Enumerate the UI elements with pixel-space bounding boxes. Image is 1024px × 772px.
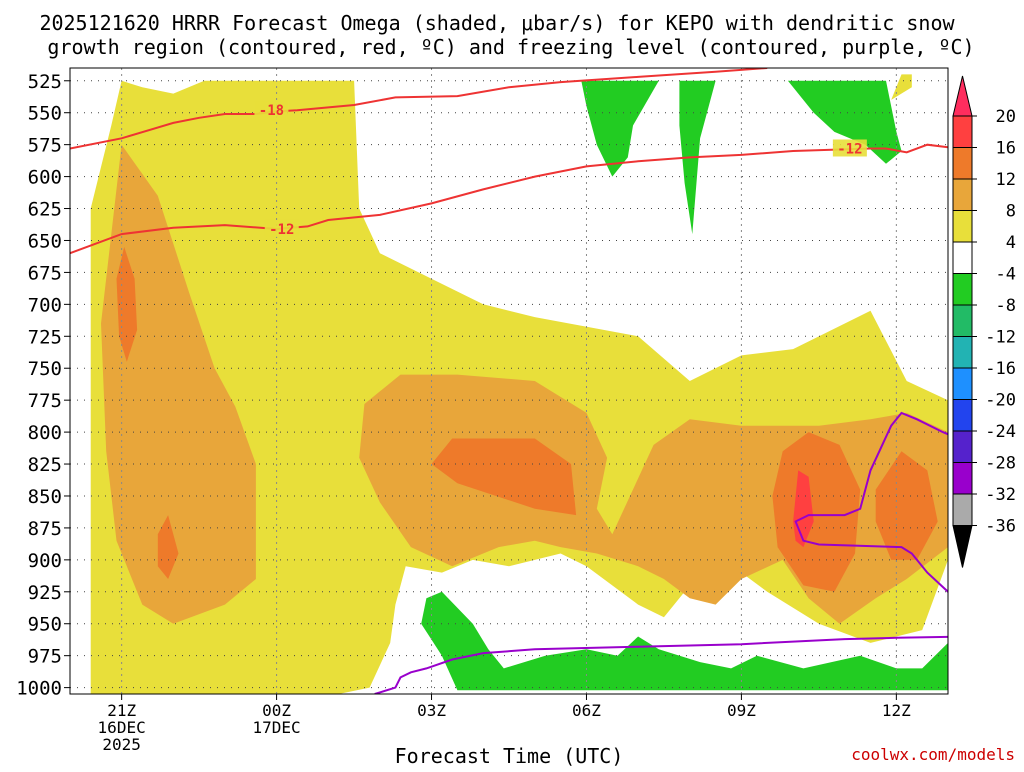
colorbar-label--8: -8: [996, 296, 1016, 316]
contour-label-bg: [254, 101, 289, 119]
y-tick-label-925: 925: [28, 582, 62, 604]
y-tick-label-575: 575: [28, 135, 62, 157]
colorbar-swatch-9: [952, 367, 973, 400]
y-tick-label-625: 625: [28, 199, 62, 221]
dendritic-contour-18: [70, 68, 768, 150]
colorbar-swatch-12: [952, 462, 973, 495]
contour-label-bg: [832, 139, 867, 157]
y-tick-label-800: 800: [28, 422, 62, 444]
colorbar-label--20: -20: [985, 391, 1016, 411]
omega-region--4: [581, 80, 659, 177]
omega-shaded-regions: [90, 74, 948, 694]
colorbar-label--28: -28: [985, 454, 1016, 474]
colorbar-swatch-3: [952, 178, 973, 211]
colorbar-label-8: 8: [1006, 202, 1016, 222]
y-tick-label-875: 875: [28, 518, 62, 540]
x-tick-label-17DEC: 17DEC: [253, 718, 301, 737]
contour-label-12: -12: [269, 222, 294, 238]
colorbar-swatch-10: [952, 399, 973, 432]
colorbar-label--12: -12: [985, 328, 1016, 348]
y-tick-label-775: 775: [28, 390, 62, 412]
x-tick-label-16DEC: 16DEC: [98, 718, 146, 737]
y-tick-label-725: 725: [28, 326, 62, 348]
colorbar-label--24: -24: [985, 422, 1016, 442]
colorbar-swatch-1: [952, 115, 973, 148]
omega-region--4: [421, 591, 948, 691]
omega-colorbar: 20 16 12 8 4 -4 -8 -12 -16 -20 -24 -28 -32 -36: [952, 75, 1016, 568]
plot-frame: [69, 67, 949, 695]
x-tick-label-21Z: 21Z: [107, 701, 136, 720]
freezing-level-contour: [374, 411, 948, 694]
colorbar-swatch-8: [952, 336, 973, 369]
x-tick-label-2025: 2025: [102, 735, 141, 754]
y-tick-label-525: 525: [28, 71, 62, 93]
x-axis-label: Forecast Time (UTC): [395, 744, 624, 768]
colorbar-swatch-6: [952, 273, 973, 306]
chart-title-line-1: 2025121620 HRRR Forecast Omega (shaded, …: [39, 11, 955, 35]
y-tick-label-900: 900: [28, 550, 62, 572]
x-tick-label-09Z: 09Z: [727, 701, 756, 720]
omega-region-12: [772, 432, 861, 592]
x-tick-label-06Z: 06Z: [572, 701, 601, 720]
dendritic-contour-12: [70, 143, 948, 255]
colorbar-top-arrow: [952, 75, 973, 117]
y-tick-label-700: 700: [28, 294, 62, 316]
colorbar-swatch-4: [952, 210, 973, 243]
omega-region-4: [891, 74, 912, 100]
contour-label-12: -12: [837, 141, 862, 157]
colorbar-label-4: 4: [1006, 233, 1016, 253]
contour-lines: -18 -12 -12: [70, 68, 948, 694]
y-tick-label-550: 550: [28, 103, 62, 125]
y-tick-label-600: 600: [28, 167, 62, 189]
omega-region--4: [787, 80, 902, 164]
y-tick-label-750: 750: [28, 358, 62, 380]
contour-label-bg: [264, 219, 299, 237]
colorbar-label-20: 20: [996, 107, 1016, 127]
colorbar-label--36: -36: [985, 517, 1016, 537]
colorbar-label--16: -16: [985, 359, 1016, 379]
credit-text: coolwx.com/models: [851, 745, 1015, 764]
colorbar-bottom-arrow: [952, 525, 973, 568]
colorbar-swatch-11: [952, 430, 973, 463]
y-tick-label-675: 675: [28, 262, 62, 284]
x-tick-label-03Z: 03Z: [417, 701, 446, 720]
colorbar-swatch-5: [952, 241, 973, 274]
y-tick-label-1000: 1000: [16, 678, 62, 700]
colorbar-label--4: -4: [996, 265, 1016, 285]
colorbar-label-12: 12: [996, 170, 1016, 190]
y-tick-label-850: 850: [28, 486, 62, 508]
colorbar-swatch-7: [952, 304, 973, 337]
y-tick-label-950: 950: [28, 614, 62, 636]
omega-region-12: [157, 515, 179, 579]
colorbar-swatch-2: [952, 147, 973, 180]
pressure-axis: 525 550 575 600 625 650 675 700 725 750 775 800 825 8…: [16, 71, 70, 700]
y-tick-label-975: 975: [28, 646, 62, 668]
x-tick-label-00Z: 00Z: [262, 701, 291, 720]
x-tick-label-12Z: 12Z: [882, 701, 911, 720]
colorbar-label-16: 16: [996, 139, 1016, 159]
omega-region-8: [101, 144, 256, 624]
y-tick-label-825: 825: [28, 454, 62, 476]
colorbar-swatch-13: [952, 493, 973, 526]
colorbar-label--32: -32: [985, 485, 1016, 505]
omega-region-12: [875, 451, 938, 560]
contour-label-18: -18: [259, 103, 284, 119]
chart-title-line-2: growth region (contoured, red, ºC) and f…: [47, 35, 974, 59]
y-tick-label-650: 650: [28, 230, 62, 252]
plot-gridlines: [70, 68, 948, 694]
